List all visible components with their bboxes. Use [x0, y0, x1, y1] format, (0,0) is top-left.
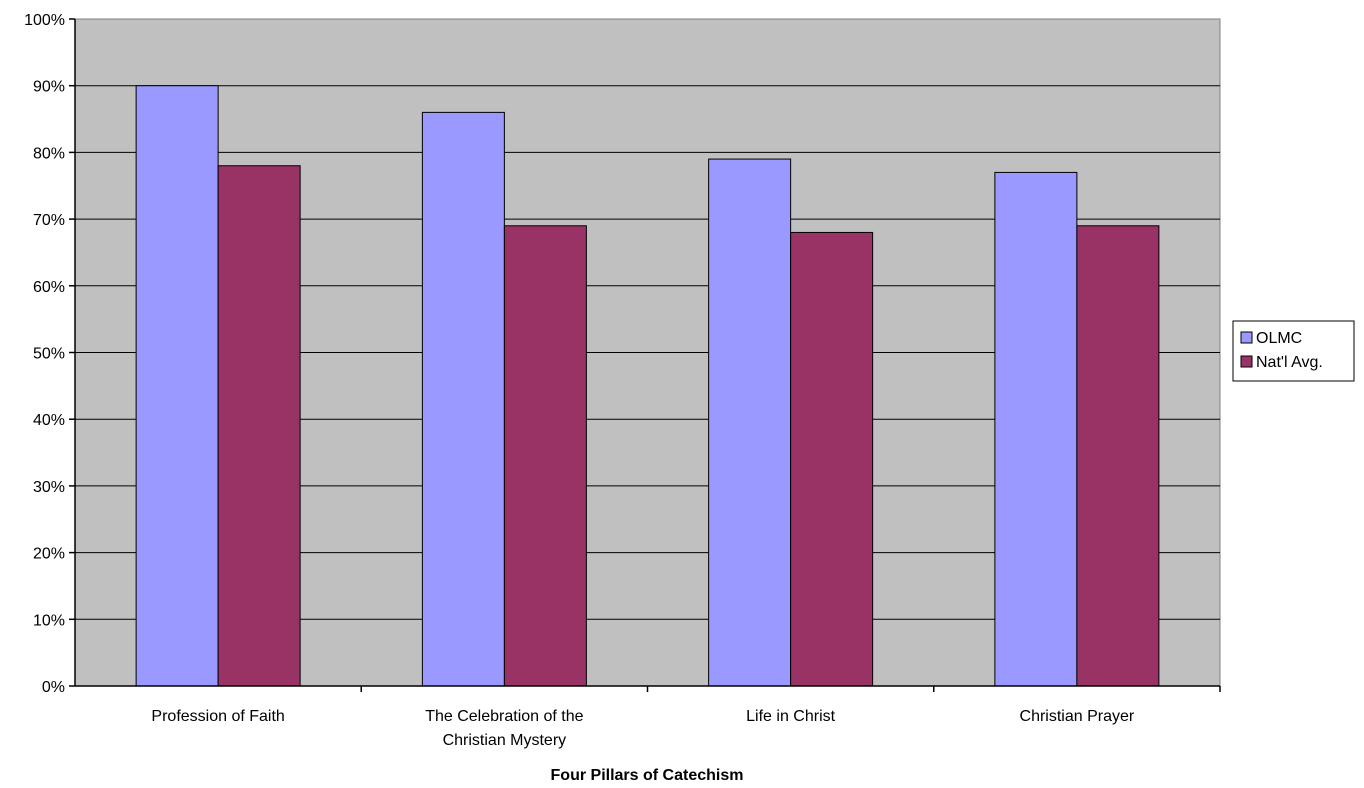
y-tick-label: 30%	[33, 479, 65, 496]
bar-nat-l-avg	[503, 225, 587, 687]
legend-items: OLMC Nat'l Avg.	[1240, 330, 1323, 371]
x-category-label: Christian Mystery	[443, 732, 567, 749]
legend-swatch	[1240, 331, 1253, 344]
legend-box	[1232, 320, 1355, 382]
x-category-label: The Celebration of the	[425, 708, 583, 725]
y-tick-label: 80%	[33, 145, 65, 162]
y-tick-label: 20%	[33, 546, 65, 563]
bar-olmc	[421, 111, 505, 687]
bar-nat-l-avg	[790, 231, 874, 687]
y-tick-label: 60%	[33, 279, 65, 296]
x-category-label: Life in Christ	[746, 708, 835, 725]
y-tick-labels: 0% 10% 20% 30% 40% 50% 60% 70% 80% 90% 100%	[24, 12, 75, 696]
y-tick-label: 70%	[33, 212, 65, 229]
x-axis-title: Four Pillars of Catechism	[551, 767, 744, 784]
x-category-labels: Profession of Faith The Celebration of th…	[151, 686, 1221, 749]
y-tick-label: 90%	[33, 79, 65, 96]
bar-olmc	[135, 85, 219, 687]
y-tick-label: 40%	[33, 412, 65, 429]
bar-nat-l-avg	[217, 165, 301, 687]
y-tick-label: 50%	[33, 346, 65, 363]
y-tick-label: 10%	[33, 612, 65, 629]
y-tick-label: 100%	[24, 12, 65, 29]
x-category-label: Profession of Faith	[151, 708, 284, 725]
legend-label: Nat'l Avg.	[1256, 354, 1323, 371]
legend: OLMC Nat'l Avg.	[1232, 320, 1355, 382]
legend-label: OLMC	[1256, 330, 1302, 347]
bar-nat-l-avg	[1076, 225, 1160, 687]
legend-swatch	[1240, 355, 1253, 368]
bar-olmc	[994, 171, 1078, 687]
y-tick-label: 0%	[42, 679, 65, 696]
bar-olmc	[708, 158, 792, 687]
x-category-label: Christian Prayer	[1020, 708, 1135, 725]
